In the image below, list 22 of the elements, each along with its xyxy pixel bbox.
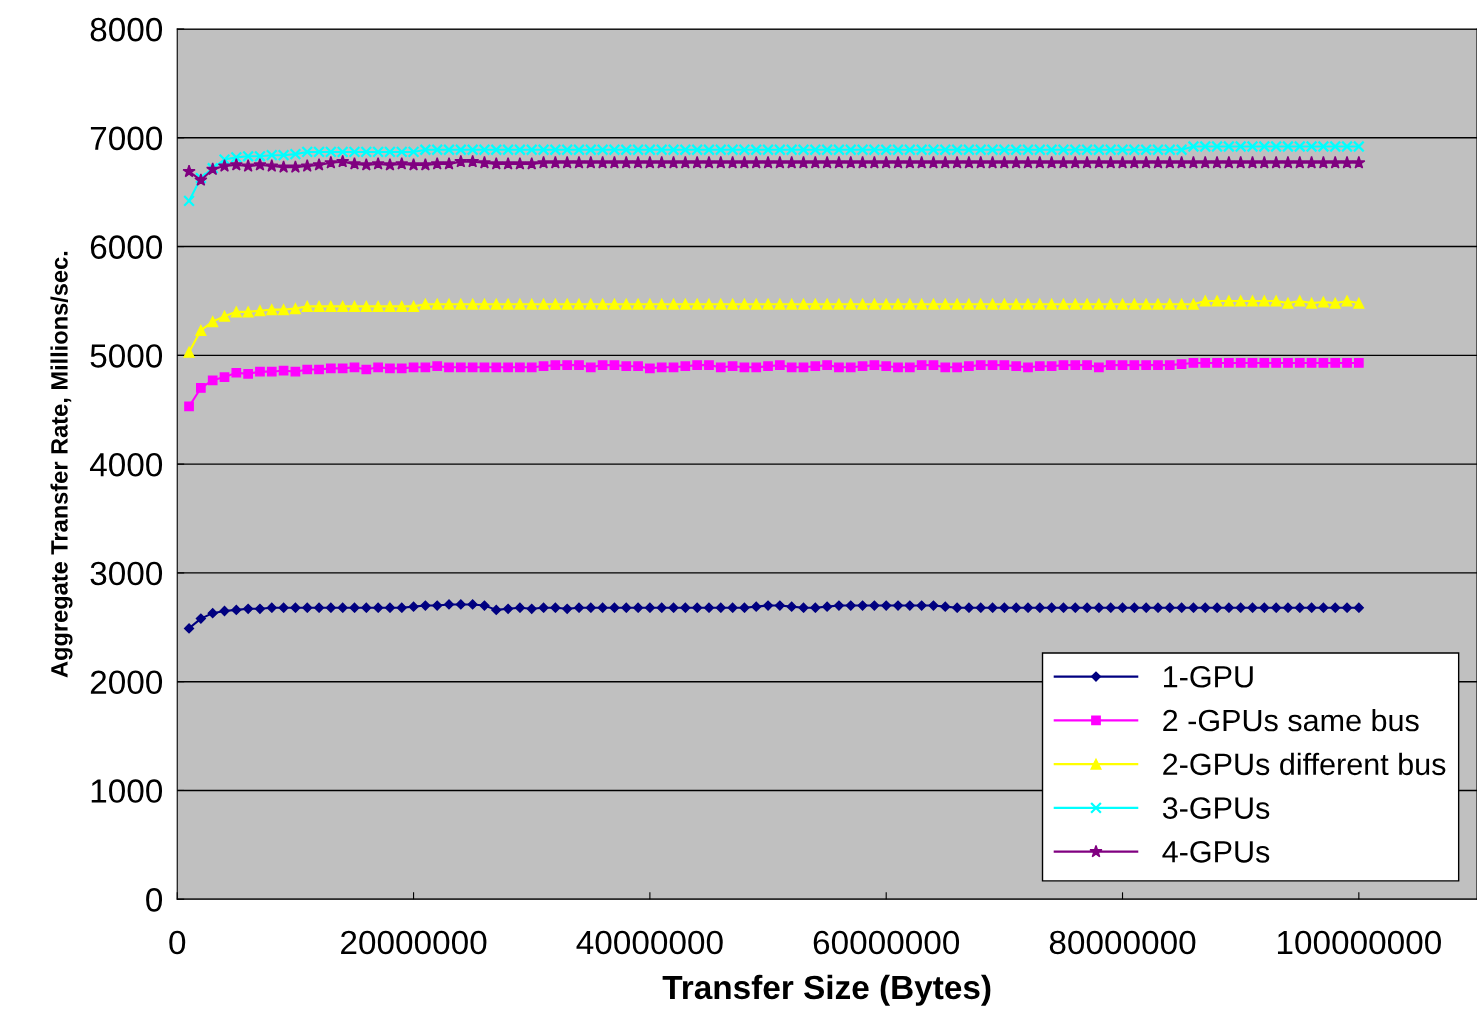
x-tick-label: 0 — [169, 930, 186, 955]
x-tick-label: 100000000 — [1277, 930, 1441, 955]
y-tick-label: 1000 — [91, 779, 163, 803]
x-tick-label: 40000000 — [576, 930, 723, 955]
y-tick-label: 0 — [146, 888, 163, 912]
y-tick-label: 6000 — [90, 235, 163, 259]
legend-label: 4-GPUs — [1162, 841, 1270, 863]
x-tick-label: 20000000 — [341, 930, 487, 955]
y-tick-label: 2000 — [90, 670, 163, 695]
x-tick-label: 60000000 — [813, 930, 960, 955]
y-axis-title: Aggregate Transfer Rate, Millions/sec. — [50, 251, 73, 678]
legend-label: 3-GPUs — [1162, 797, 1270, 819]
legend-label: 2 -GPUs same bus — [1163, 708, 1419, 732]
x-axis-title: Transfer Size (Bytes) — [662, 974, 991, 1006]
y-tick-label: 5000 — [90, 344, 163, 368]
y-tick-label: 8000 — [90, 17, 163, 42]
legend-label: 1-GPU — [1164, 665, 1253, 688]
y-tick-label: 3000 — [90, 561, 163, 586]
y-tick-label: 7000 — [90, 126, 163, 151]
y-tick-label: 4000 — [89, 452, 163, 477]
x-tick-label: 80000000 — [1049, 930, 1196, 955]
legend-label: 2-GPUs different bus — [1163, 752, 1446, 776]
